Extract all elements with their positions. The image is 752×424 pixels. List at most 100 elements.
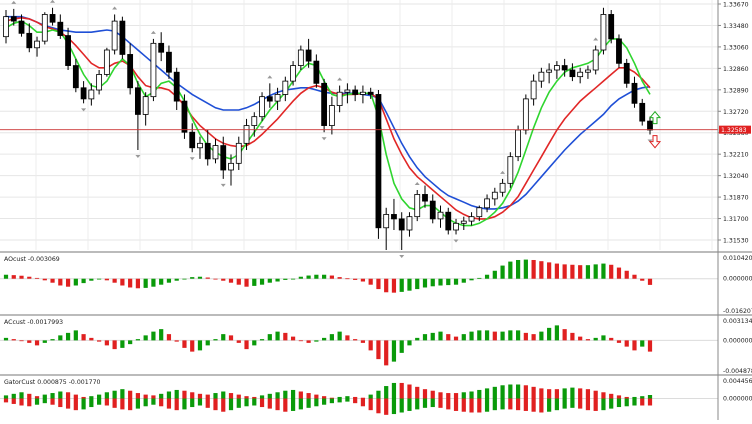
price-tick-label: 1.33480 (723, 23, 749, 30)
histogram-bar (353, 339, 358, 341)
bull-candle (88, 89, 95, 100)
gator-bar-down (182, 398, 187, 410)
gator-bar-up (159, 393, 164, 399)
bear-candle (181, 100, 188, 133)
histogram-bar (477, 330, 482, 341)
gator-bar-down (647, 398, 653, 406)
gator-bar-up (624, 396, 629, 399)
histogram-bar (27, 340, 32, 343)
gator-bar-down (89, 398, 94, 408)
histogram-bar (345, 278, 350, 280)
histogram-bar (143, 278, 148, 288)
histogram-bar (34, 340, 40, 346)
gator-bar-up (143, 394, 148, 399)
histogram-bar (159, 278, 164, 285)
fractal-down-icon (220, 183, 226, 187)
histogram-bar (236, 340, 241, 343)
histogram-bar (190, 340, 195, 352)
price-tick-label: 1.32210 (723, 152, 749, 159)
fractal-up-icon (112, 6, 118, 10)
gator-bar-down (508, 398, 513, 410)
histogram-bar (135, 339, 141, 341)
gator-bar-up (360, 397, 366, 399)
gator-bar-down (166, 398, 172, 409)
gator-bar-up (259, 395, 265, 399)
gator-bar-down (500, 398, 505, 410)
gator-bar-down (554, 398, 559, 411)
histogram-bar (360, 278, 366, 282)
price-tick-label: 1.31870 (723, 195, 749, 202)
panel-tick-label: 0.000000 (723, 396, 752, 403)
histogram-bar (469, 331, 474, 341)
histogram-bar (221, 278, 226, 281)
histogram-bar (585, 265, 591, 279)
histogram-bar (89, 278, 94, 281)
bear-candle (119, 20, 126, 55)
gator-bar-down (624, 398, 629, 407)
histogram-bar (329, 334, 334, 341)
gator-bar-up (438, 392, 443, 399)
histogram-bar (81, 278, 86, 284)
gator-bar-up (562, 388, 567, 399)
histogram-bar (120, 278, 125, 286)
gator-bar-up (422, 389, 428, 399)
gator-bar-down (430, 398, 435, 408)
gator-bar-up (391, 382, 397, 399)
gator-bar-up (58, 391, 63, 399)
gator-bar-up (531, 386, 536, 399)
panel-tick-label: 0.000000 (723, 276, 752, 283)
bull-candle (336, 91, 343, 106)
histogram-bar (593, 264, 598, 279)
gator-bar-up (81, 396, 86, 399)
histogram-bar (159, 329, 164, 341)
histogram-bar (174, 340, 179, 342)
gator-bar-up (446, 393, 451, 399)
price-tick-label: 1.33670 (723, 2, 749, 9)
gator-bar-up (236, 394, 241, 399)
gator-bar-down (267, 398, 272, 409)
arrow-down-icon (648, 135, 662, 149)
histogram-bar (228, 335, 234, 341)
histogram-bar (190, 277, 195, 279)
histogram-bar (376, 340, 381, 360)
gator-bar-down (562, 398, 567, 409)
bull-candle (577, 71, 584, 78)
histogram-bar (523, 332, 528, 341)
histogram-bar (492, 270, 497, 279)
bear-candle (375, 94, 382, 229)
gator-bar-down (391, 398, 397, 415)
gator-bar-up (228, 393, 234, 399)
gator-bar-up (508, 384, 513, 399)
histogram-bar (213, 278, 218, 280)
histogram-bar (539, 331, 544, 341)
gator-bar-down (11, 398, 16, 404)
bull-candle (3, 16, 9, 38)
bull-candle (476, 207, 483, 218)
bull-candle (274, 94, 281, 102)
histogram-bar (461, 278, 466, 283)
gator-bar-up (570, 387, 575, 399)
histogram-bar (384, 340, 389, 366)
histogram-bar (446, 278, 451, 286)
histogram-bar (182, 340, 187, 348)
gator-bar-down (523, 398, 528, 411)
gator-bar-down (236, 398, 241, 408)
price-tick-label: 1.32890 (723, 87, 749, 94)
histogram-bar (322, 337, 327, 341)
price-tick-label: 1.33060 (723, 44, 749, 51)
gator-bar-down (547, 398, 552, 412)
histogram-bar (609, 337, 614, 341)
histogram-bar (570, 332, 575, 341)
histogram-bar (554, 325, 559, 341)
fractal-down-icon (189, 157, 195, 161)
histogram-bar (58, 278, 63, 286)
bear-candle (631, 82, 638, 104)
histogram-bar (221, 334, 226, 341)
histogram-bar (197, 276, 203, 279)
panel-label: ACcust -0.0017993 (4, 319, 63, 326)
fractal-up-icon (500, 170, 506, 174)
gator-bar-up (174, 389, 179, 399)
histogram-bar (422, 278, 428, 288)
